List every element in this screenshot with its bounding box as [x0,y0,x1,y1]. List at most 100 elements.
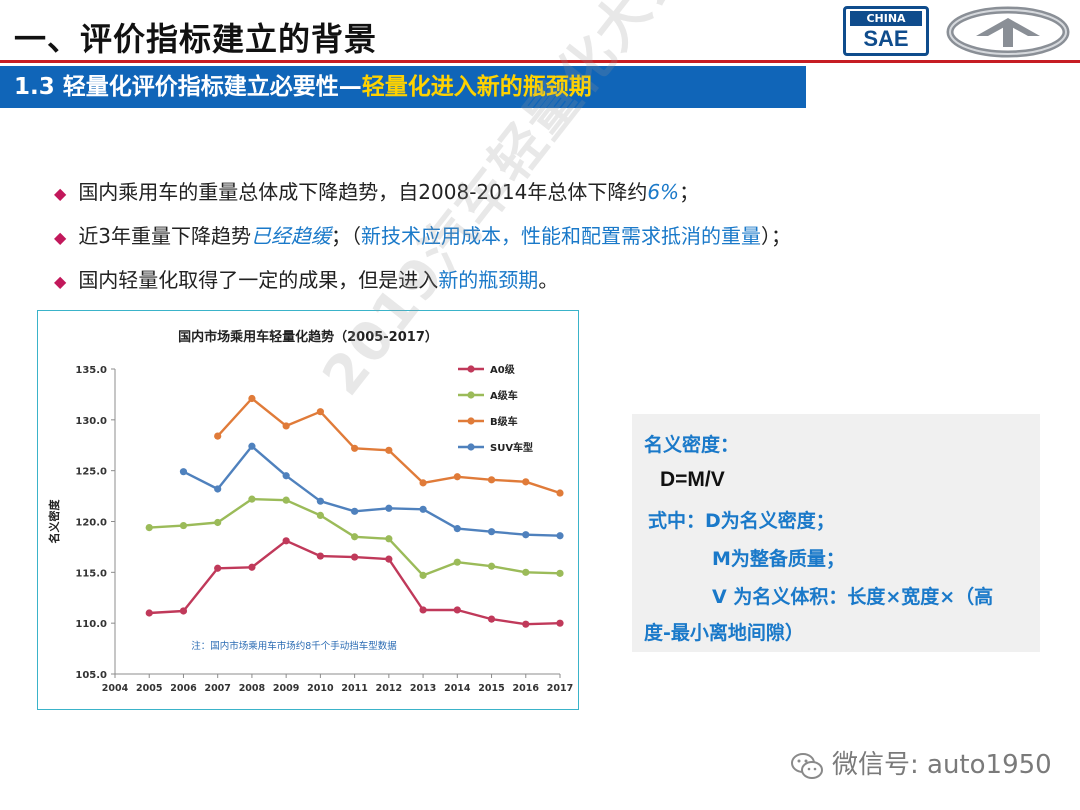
data-point [145,609,153,617]
formula-line-4: 度-最小离地间隙） [644,622,804,644]
y-axis-label: 名义密度 [47,499,61,544]
bullet-text: 国内轻量化取得了一定的成果，但是进入 [78,268,439,292]
x-tick-label: 2016 [513,683,540,694]
x-tick-label: 2008 [239,683,266,694]
data-point [282,472,290,480]
diamond-bullet-icon: ◆ [54,184,67,203]
data-point [214,432,222,440]
data-point [556,569,564,577]
bullet-text: ）； [761,224,792,248]
data-point [351,553,359,561]
bullet-text: ； [679,180,700,204]
data-point [419,606,427,614]
legend-label: B级车 [490,415,518,428]
banner-text-b: 轻量化进入新的瓶颈期 [361,74,592,100]
wechat-icon [791,752,823,779]
data-point [179,468,188,476]
formula-line-2: M为整备质量； [712,548,845,570]
data-point [419,479,427,487]
data-point [282,496,290,504]
data-point [248,394,256,403]
line-chart-frame: 国内市场乘用车轻量化趋势（2005-2017） 105.0 110.0 115.0 12… [37,310,579,710]
bullet-item: ◆ 国内轻量化取得了一定的成果，但是进入新的瓶颈期。 [54,258,791,302]
x-tick-label: 2012 [376,683,402,694]
bullet-list: ◆ 国内乘用车的重量总体成下降趋势，自2008-2014年总体下降约6%； ◆ 近3… [54,170,791,302]
data-point [522,531,530,539]
data-point [385,555,393,563]
chery-logo-icon [946,6,1070,58]
logo-bottom-text: SAE [863,26,909,51]
banner-text-a: 轻量化评价指标建立必要性— [62,74,362,100]
chart-title: 国内市场乘用车轻量化趋势（2005-2017） [178,329,438,345]
data-point [248,563,256,571]
logo-top-text: CHINA [850,11,922,26]
data-point [419,571,427,579]
y-tick-label: 135.0 [75,365,107,376]
wechat-id: 微信号: auto1950 [790,744,1052,781]
chart-note: 注：国内市场乘用车市场约8千个手动挡车型数据 [191,640,397,652]
data-point [282,537,290,545]
data-point [316,552,324,560]
line-chart: 国内市场乘用车轻量化趋势（2005-2017） 105.0 110.0 115.0 12… [47,329,573,694]
data-point [145,524,153,532]
x-tick-label: 2007 [204,683,230,694]
diamond-bullet-icon: ◆ [54,272,67,291]
data-point [248,442,256,450]
legend-swatch-marker [467,365,475,373]
data-point [453,558,461,566]
formula-equation: D=M/V [660,468,725,491]
x-tick-label: 2014 [444,683,471,694]
legend-label: A级车 [490,389,518,402]
legend-label: SUV车型 [490,441,533,454]
section-banner: 1.3 轻量化评价指标建立必要性—轻量化进入新的瓶颈期 [0,66,806,108]
x-tick-label: 2011 [341,683,367,694]
data-point [419,505,427,513]
data-point [556,532,564,540]
formula-panel: 名义密度： D=M/V 式中：D为名义密度； M为整备质量； V 为名义体积：长… [632,414,1040,652]
legend-swatch-marker [467,417,475,425]
china-sae-logo: CHINA SAE [843,6,929,56]
legend-swatch-marker [467,391,475,399]
page-title: 一、评价指标建立的背景 [14,20,378,58]
formula-title: 名义密度： [644,434,740,456]
diamond-bullet-icon: ◆ [54,228,67,247]
y-tick-label: 120.0 [75,518,107,529]
x-tick-label: 2005 [136,683,162,694]
bullet-item: ◆ 近3年重量下降趋势已经趋缓；（新技术应用成本，性能和配置需求抵消的重量）； [54,214,791,258]
y-tick-label: 125.0 [75,467,107,478]
x-tick-label: 2009 [273,683,299,694]
bullet-item: ◆ 国内乘用车的重量总体成下降趋势，自2008-2014年总体下降约6%； [54,170,791,214]
y-tick-label: 110.0 [75,619,107,630]
data-point [487,528,496,536]
data-point [351,507,359,515]
data-point [179,607,188,615]
data-point [385,504,393,512]
y-tick-label: 115.0 [75,568,107,579]
data-point [351,444,359,452]
data-point [453,606,461,614]
bullet-highlight: 新技术应用成本，性能和配置需求抵消的重量 [361,224,762,248]
data-point [316,497,324,505]
legend-label: A0级 [490,363,516,376]
x-tick-label: 2010 [307,683,334,694]
data-point [522,568,530,576]
formula-line-3: V 为名义体积：长度×宽度×（高 [712,586,994,608]
bullet-emphasis: 已经趋缓 [251,224,332,248]
x-tick-label: 2015 [478,683,504,694]
bullet-text: 。 [538,268,559,292]
data-point [179,521,188,530]
data-point [316,511,324,519]
title-divider [0,60,1080,63]
series-line-3 [182,445,561,537]
bullet-emphasis: 6% [647,180,680,204]
x-tick-label: 2013 [410,683,436,694]
bullet-text: ；（ [331,224,362,248]
data-point [453,473,461,481]
data-point [385,535,393,543]
bullet-text: 国内乘用车的重量总体成下降趋势，自2008-2014年总体下降约 [78,180,648,204]
data-point [282,422,290,430]
data-point [487,476,496,484]
data-point [316,408,324,416]
wechat-text: 微信号: auto1950 [832,750,1052,780]
legend-swatch-marker [467,443,475,451]
